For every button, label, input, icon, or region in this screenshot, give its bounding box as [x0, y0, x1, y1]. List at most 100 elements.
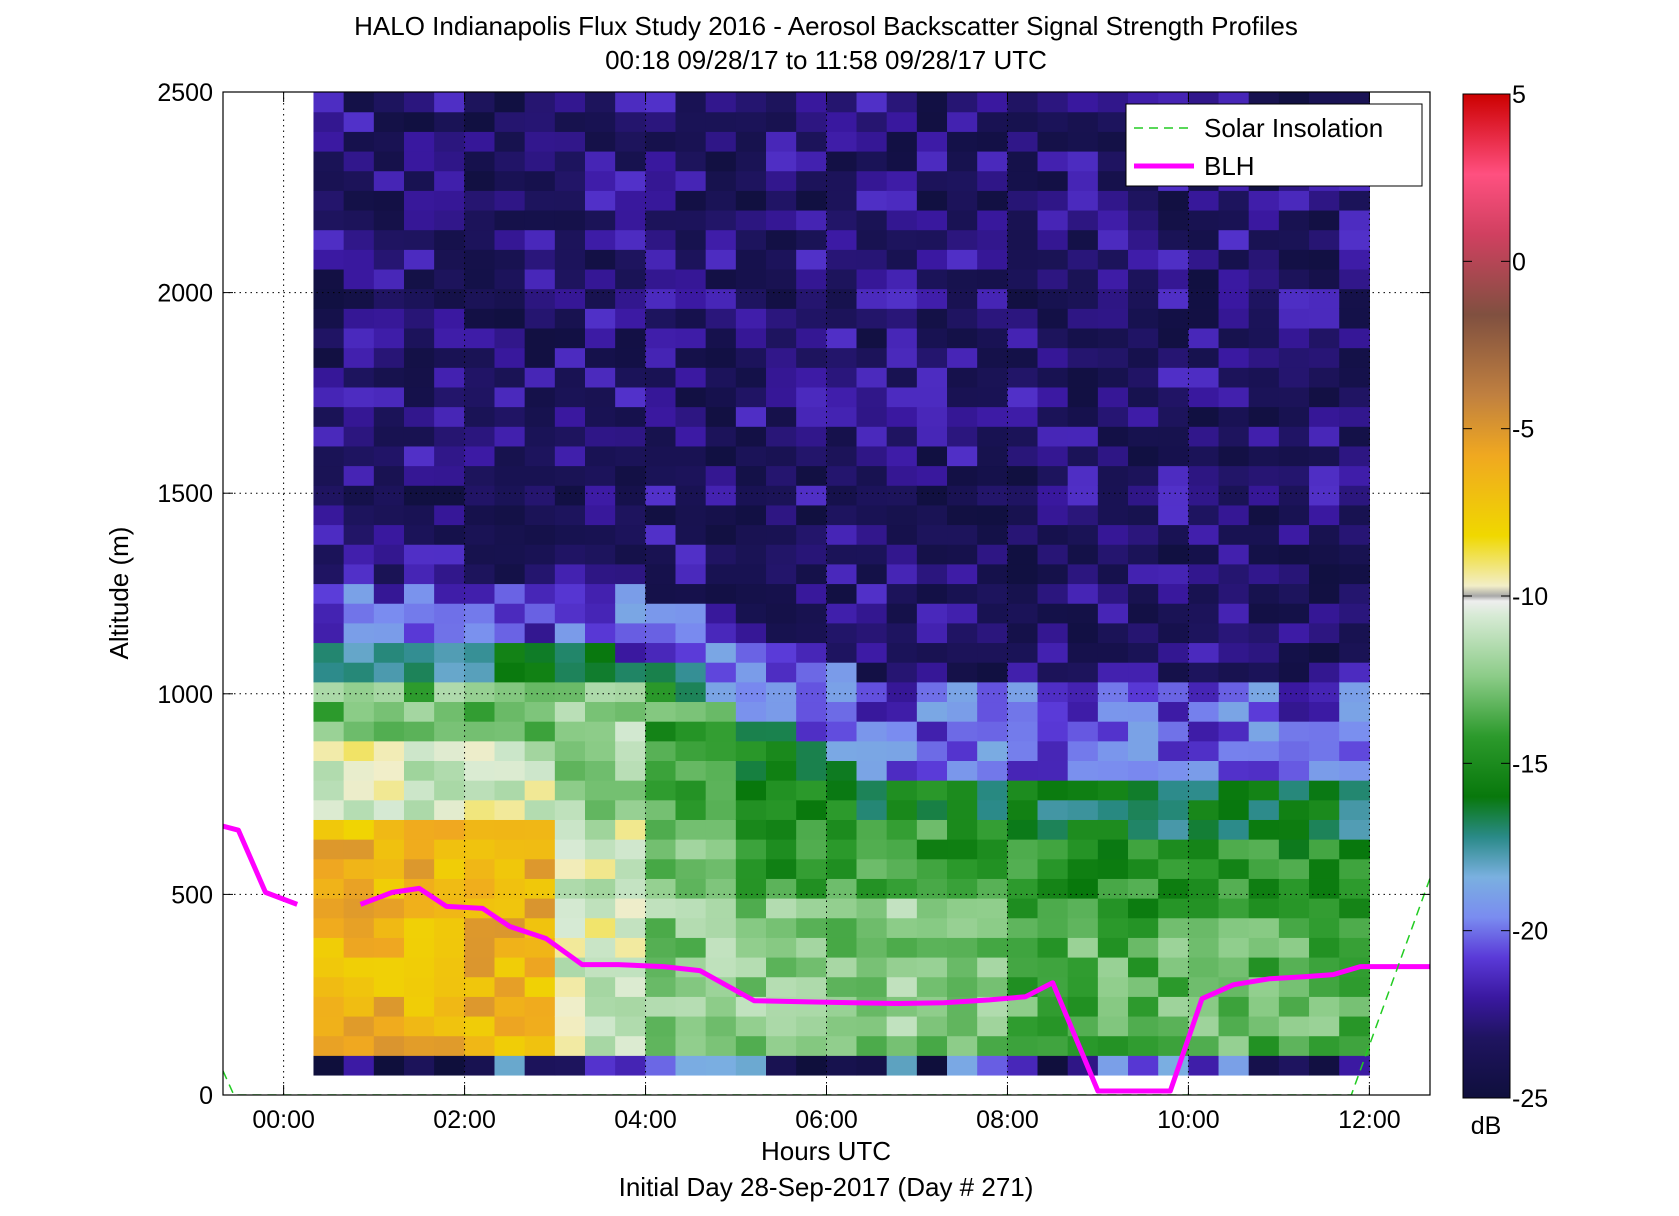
heatmap-cell — [645, 819, 677, 840]
heatmap-cell — [554, 485, 586, 506]
heatmap-cell — [343, 386, 375, 408]
heatmap-cell — [1339, 721, 1370, 742]
heatmap-cell — [735, 937, 767, 958]
heatmap-cell — [796, 150, 827, 172]
heatmap-cell — [1188, 799, 1220, 820]
heatmap-cell — [1158, 1015, 1189, 1037]
heatmap-cell — [1128, 917, 1159, 938]
heatmap-cell — [343, 740, 375, 761]
heatmap-cell — [675, 347, 707, 368]
heatmap-cell — [615, 524, 646, 545]
heatmap-cell — [434, 721, 465, 742]
heatmap-cell — [1067, 721, 1099, 742]
heatmap-cell — [615, 1015, 646, 1037]
heatmap-cell — [313, 839, 345, 860]
heatmap-cell — [1188, 622, 1220, 644]
heatmap-cell — [1278, 386, 1310, 408]
heatmap-cell — [947, 839, 978, 860]
colorbar-tick-label: -25 — [1512, 1085, 1548, 1113]
heatmap-cell — [1128, 367, 1159, 388]
heatmap-cell — [856, 898, 888, 919]
heatmap-cell — [1158, 662, 1189, 683]
heatmap-cell — [826, 150, 858, 172]
heatmap-cell — [947, 642, 978, 663]
heatmap-cell — [735, 504, 767, 526]
heatmap-cell — [977, 131, 1008, 152]
heatmap-cell — [705, 878, 737, 899]
heatmap-cell — [916, 662, 948, 683]
heatmap-cell — [373, 465, 405, 486]
heatmap-cell — [554, 229, 586, 250]
heatmap-cell — [554, 1035, 586, 1056]
heatmap-cell — [615, 622, 646, 644]
heatmap-cell — [796, 170, 827, 191]
x-tick-label: 04:00 — [614, 1106, 677, 1134]
heatmap-cell — [1158, 190, 1189, 211]
heatmap-cell — [524, 367, 556, 388]
heatmap-cell — [1218, 445, 1250, 467]
heatmap-cell — [464, 681, 496, 703]
heatmap-cell — [373, 642, 405, 663]
heatmap-cell — [796, 308, 827, 329]
heatmap-cells — [313, 92, 1370, 1076]
heatmap-cell — [705, 780, 737, 801]
heatmap-cell — [766, 209, 797, 231]
heatmap-cell — [1188, 721, 1220, 742]
heatmap-cell — [947, 229, 978, 250]
heatmap-cell — [886, 308, 918, 329]
heatmap-cell — [1067, 603, 1099, 624]
heatmap-cell — [796, 662, 827, 683]
heatmap-cell — [403, 681, 435, 703]
heatmap-cell — [705, 445, 737, 467]
heatmap-cell — [1097, 878, 1129, 899]
heatmap-cell — [1278, 563, 1310, 585]
heatmap-cell — [645, 445, 677, 467]
heatmap-cell — [1067, 170, 1099, 191]
heatmap-cell — [1097, 347, 1129, 368]
heatmap-cell — [1248, 347, 1280, 368]
heatmap-cell — [464, 111, 496, 132]
heatmap-cell — [313, 858, 345, 879]
heatmap-cell — [615, 976, 646, 997]
heatmap-cell — [1188, 740, 1220, 761]
heatmap-cell — [373, 327, 405, 349]
heatmap-cell — [464, 288, 496, 309]
heatmap-cell — [916, 406, 948, 427]
x-tick-label: 12:00 — [1338, 1106, 1401, 1134]
heatmap-cell — [554, 839, 586, 860]
heatmap-cell — [373, 406, 405, 427]
heatmap-cell — [766, 229, 797, 250]
heatmap-cell — [856, 150, 888, 172]
heatmap-cell — [434, 622, 465, 644]
heatmap-cell — [434, 819, 465, 840]
heatmap-cell — [1339, 249, 1370, 270]
heatmap-cell — [705, 504, 737, 526]
heatmap-cell — [434, 386, 465, 408]
heatmap-cell — [585, 406, 616, 427]
heatmap-cell — [916, 485, 948, 506]
heatmap-cell — [1339, 465, 1370, 486]
heatmap-cell — [645, 937, 677, 958]
heatmap-cell — [645, 996, 677, 1017]
heatmap-cell — [645, 563, 677, 585]
heatmap-cell — [977, 603, 1008, 624]
heatmap-cell — [1158, 465, 1189, 486]
heatmap-cell — [313, 996, 345, 1017]
heatmap-cell — [1128, 426, 1159, 447]
heatmap-cell — [585, 799, 616, 820]
heatmap-cell — [1007, 485, 1039, 506]
heatmap-cell — [1128, 504, 1159, 526]
heatmap-cell — [434, 367, 465, 388]
heatmap-cell — [1309, 367, 1340, 388]
heatmap-cell — [947, 681, 978, 703]
heatmap-cell — [1309, 268, 1340, 290]
heatmap-cell — [886, 681, 918, 703]
heatmap-cell — [1158, 996, 1189, 1017]
heatmap-cell — [464, 780, 496, 801]
heatmap-cell — [464, 445, 496, 467]
heatmap-cell — [645, 288, 677, 309]
heatmap-cell — [464, 406, 496, 427]
heatmap-cell — [766, 799, 797, 820]
heatmap-cell — [916, 976, 948, 997]
heatmap-cell — [916, 308, 948, 329]
